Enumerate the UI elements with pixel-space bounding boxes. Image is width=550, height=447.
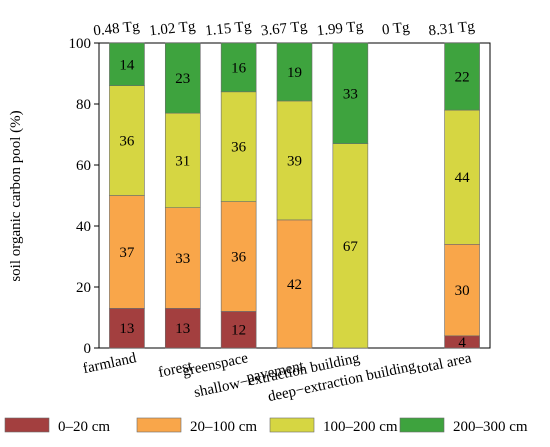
legend-swatch [269, 417, 315, 433]
total-label: 8.31 Tg [428, 19, 476, 40]
total-label: 1.99 Tg [316, 19, 364, 40]
data-label: 22 [455, 70, 470, 86]
data-label: 44 [455, 170, 471, 186]
data-label: 36 [231, 140, 247, 156]
data-label: 36 [119, 134, 135, 150]
data-label: 36 [231, 250, 247, 266]
bar-segment [220, 91, 257, 202]
total-label: 0.48 Tg [93, 19, 141, 40]
y-axis-label: soil organic carbon pool (%) [8, 110, 24, 281]
bar-segment [220, 201, 257, 312]
y-tick-label: 80 [76, 97, 91, 113]
bar-segment [276, 219, 313, 349]
total-label: 1.02 Tg [148, 19, 196, 40]
data-label: 19 [287, 65, 302, 81]
bar-segment [220, 42, 257, 93]
legend-label: 0–20 cm [58, 419, 110, 435]
y-tick-label: 100 [69, 36, 92, 52]
bar-segment [444, 109, 480, 245]
data-label: 4 [458, 335, 466, 351]
bar-segment [444, 244, 480, 337]
data-label: 13 [119, 321, 134, 337]
total-label: 3.67 Tg [260, 19, 308, 40]
bar-segment [276, 42, 313, 102]
bar-segment [332, 143, 369, 349]
data-label: 13 [175, 321, 190, 337]
legend: 0–20 cm 20–100 cm 100–200 cm 200–300 cm [4, 417, 528, 435]
bar-segment [276, 100, 313, 221]
x-category-label: forest [157, 358, 195, 381]
legend-swatch [136, 417, 182, 433]
data-label: 30 [455, 283, 470, 299]
legend-swatch [4, 417, 50, 433]
data-label: 16 [231, 60, 247, 76]
data-label: 14 [119, 57, 135, 73]
bar-segment [444, 42, 480, 111]
bar-segment [220, 311, 257, 349]
data-label: 67 [343, 239, 359, 255]
data-label: 31 [175, 153, 190, 169]
x-category-label: total area [415, 350, 473, 377]
legend-label: 100–200 cm [323, 419, 398, 435]
bar-segment [164, 308, 201, 349]
data-label: 12 [231, 323, 246, 339]
total-label: 0 Tg [381, 20, 411, 39]
bar-segment [109, 195, 145, 309]
y-tick-label: 20 [76, 280, 91, 296]
legend-label: 20–100 cm [190, 419, 257, 435]
data-label: 37 [119, 245, 135, 261]
bar-segment [109, 308, 145, 349]
bar-segment [164, 42, 201, 114]
data-label: 33 [343, 86, 358, 102]
x-axis-labels: farmland forestgreenspacepavementshallow−… [81, 350, 473, 405]
data-label: 23 [175, 71, 190, 87]
legend-label: 200–300 cm [453, 419, 528, 435]
bar-segment [332, 42, 369, 144]
data-label: 33 [175, 251, 190, 267]
bar-segment [109, 42, 145, 87]
bar-segment [109, 85, 145, 196]
bars: 13 37 36 14 13 33 31 23 12 36 36 16 42 39 19 67 33 4 30 44 2… [109, 42, 480, 351]
data-label: 39 [287, 153, 302, 169]
y-tick-label: 0 [84, 341, 92, 357]
legend-swatch [399, 417, 445, 433]
data-label: 42 [287, 277, 302, 293]
y-tick-label: 60 [76, 158, 91, 174]
bar-segment [164, 207, 201, 309]
total-labels: 0.48 Tg 1.02 Tg 1.15 Tg 3.67 Tg 1.99 Tg 0 Tg 8… [93, 19, 476, 40]
y-tick-label: 40 [76, 219, 91, 235]
total-label: 1.15 Tg [204, 19, 252, 40]
